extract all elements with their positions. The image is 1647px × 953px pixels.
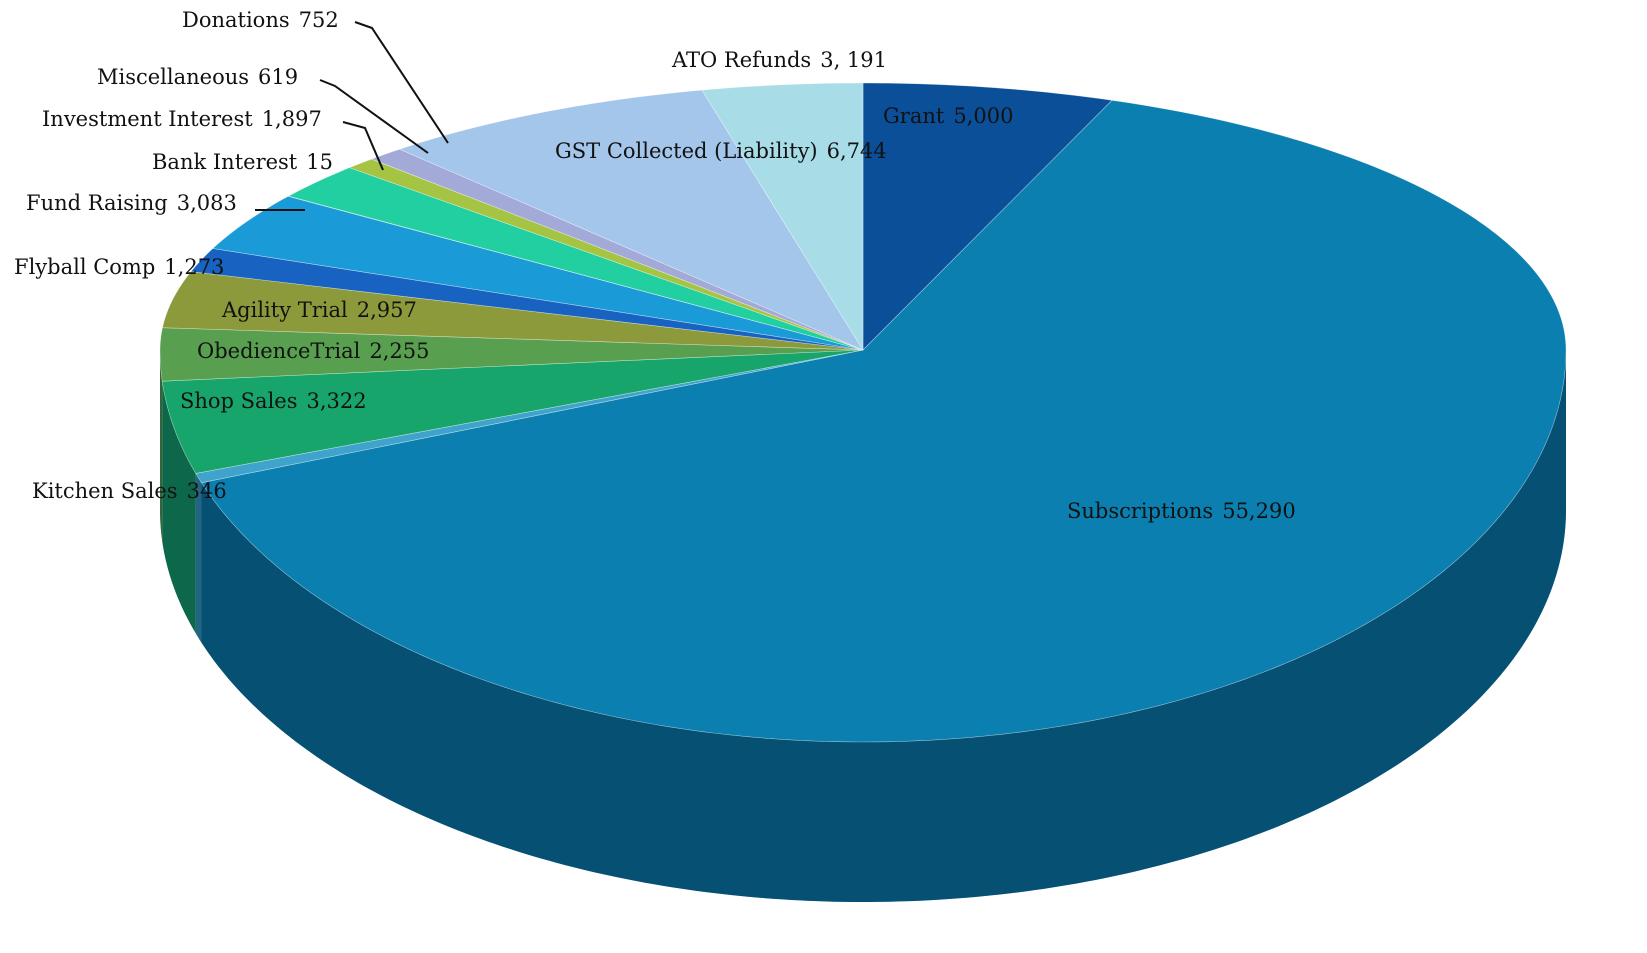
data-label: Kitchen Sales 346 <box>32 479 227 503</box>
label-category: Shop Sales <box>180 389 298 413</box>
pie-sides <box>160 350 1566 902</box>
label-value: 3,083 <box>177 191 237 215</box>
leader-line <box>354 21 449 144</box>
data-label: Donations 752 <box>182 8 339 32</box>
label-category: Fund Raising <box>26 191 168 215</box>
pie-side <box>195 473 202 643</box>
data-label: Shop Sales 3,322 <box>180 389 367 413</box>
label-category: GST Collected (Liability) <box>555 139 818 163</box>
leader-line <box>319 79 429 154</box>
label-category: ObedienceTrial <box>197 339 361 363</box>
pie-slice <box>212 195 864 351</box>
data-labels: Grant 5,000 Subscriptions 55,290 Kitchen Sal… <box>14 8 1296 523</box>
label-value: 6,744 <box>827 139 887 163</box>
label-value: 55,290 <box>1222 499 1295 523</box>
data-label: Grant 5,000 <box>883 104 1013 128</box>
label-category: Kitchen Sales <box>32 479 178 503</box>
label-category: Grant <box>883 104 945 128</box>
pie-tops <box>159 82 1567 743</box>
pie-side <box>201 350 1566 902</box>
label-value: 5,000 <box>953 104 1013 128</box>
leader-line <box>342 121 384 171</box>
label-category: Agility Trial <box>221 298 348 322</box>
pie-slice <box>161 349 864 474</box>
data-label: Agility Trial 2,957 <box>221 298 417 322</box>
data-label: ObedienceTrial 2,255 <box>197 339 430 363</box>
pie-slice <box>190 248 864 351</box>
pie-slice <box>159 327 864 382</box>
label-category: Flyball Comp <box>14 255 155 279</box>
side-shade <box>195 473 202 643</box>
pie-slice <box>370 148 864 351</box>
pie-slice <box>862 82 1113 351</box>
label-category: ATO Refunds <box>671 48 811 72</box>
label-category: Bank Interest <box>152 150 298 174</box>
data-label: ATO Refunds 3, 191 <box>671 48 887 72</box>
label-value: 619 <box>258 65 298 89</box>
side-shade <box>160 350 163 542</box>
data-label: Miscellaneous 619 <box>97 65 298 89</box>
data-label: GST Collected (Liability) 6,744 <box>555 139 887 163</box>
leader-lines <box>255 21 449 211</box>
pie-side <box>160 350 163 542</box>
data-label: Bank Interest 15 <box>152 150 333 174</box>
pie-slice <box>398 89 864 351</box>
label-value: 346 <box>187 479 227 503</box>
label-category: Investment Interest <box>42 107 253 131</box>
side-shade <box>162 381 196 634</box>
label-value: 752 <box>299 8 339 32</box>
label-value: 3,322 <box>307 389 367 413</box>
data-label: Flyball Comp 1,273 <box>14 255 224 279</box>
label-value: 3, 191 <box>820 48 887 72</box>
label-value: 1,273 <box>164 255 224 279</box>
data-label: Investment Interest 1,897 <box>42 107 322 131</box>
label-value: 15 <box>306 150 333 174</box>
label-value: 2,957 <box>357 298 417 322</box>
pie-slice <box>162 271 864 351</box>
pie-slice <box>287 167 864 351</box>
data-label: Subscriptions 55,290 <box>1067 499 1296 523</box>
pie-slice <box>701 82 864 352</box>
data-label: Fund Raising 3,083 <box>26 191 237 215</box>
pie-side <box>162 381 196 634</box>
label-value: 2,255 <box>369 339 429 363</box>
label-value: 1,897 <box>262 107 322 131</box>
side-shade <box>201 350 1566 902</box>
label-category: Miscellaneous <box>97 65 249 89</box>
label-category: Donations <box>182 8 290 32</box>
pie-slice <box>201 100 1567 743</box>
label-category: Subscriptions <box>1067 499 1213 523</box>
